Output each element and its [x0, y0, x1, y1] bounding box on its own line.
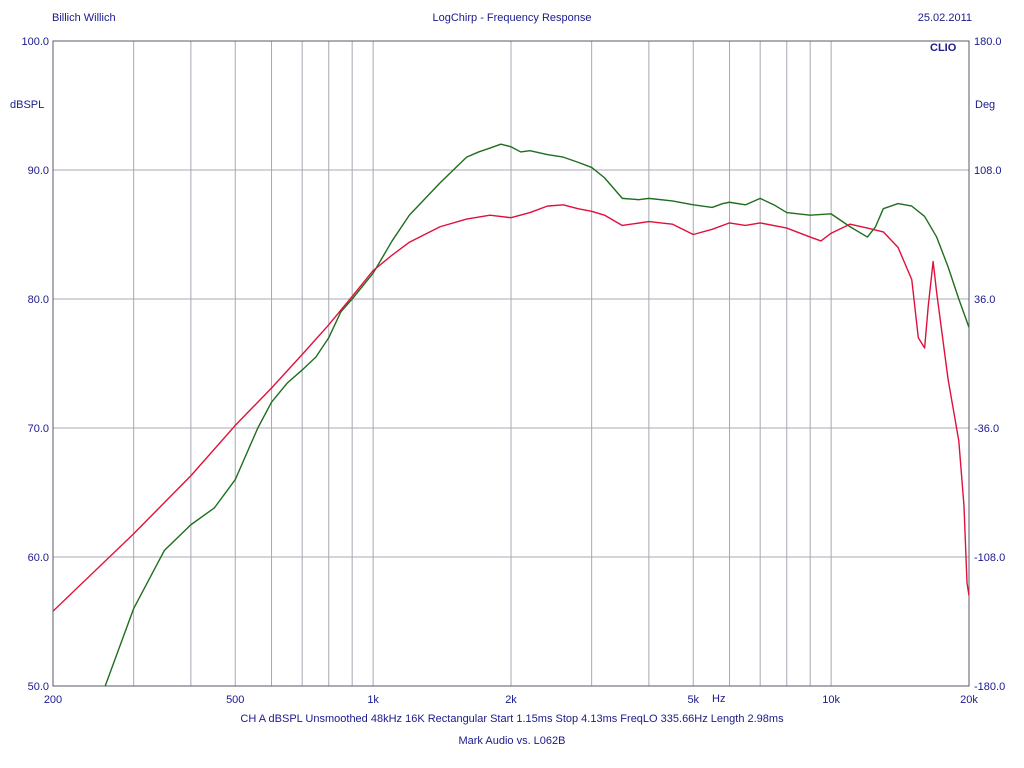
y2-tick-label: 108.0 — [974, 165, 1002, 177]
y-tick-label: 80.0 — [28, 294, 49, 306]
y-tick-label: 100.0 — [21, 36, 49, 48]
series-green-line — [104, 143, 969, 686]
x-tick-label: 20k — [960, 694, 978, 706]
x-tick-label: 5k — [687, 694, 699, 706]
y-tick-label: 70.0 — [28, 423, 49, 435]
x-tick-label: 2k — [505, 694, 517, 706]
clio-logo: CLIO — [930, 42, 957, 54]
x-tick-label: 1k — [367, 694, 379, 706]
y2-tick-label: 180.0 — [974, 36, 1002, 48]
plot-frame — [52, 40, 970, 687]
y2-tick-label: -36.0 — [974, 423, 999, 435]
y-tick-label: 90.0 — [28, 165, 49, 177]
series-red-line — [53, 204, 969, 612]
date-label: 25.02.2011 — [917, 12, 972, 24]
chart-subtitle: Mark Audio vs. L062B — [458, 735, 566, 747]
author-label: Billich Willich — [52, 12, 116, 24]
measurement-params: CH A dBSPL Unsmoothed 48kHz 16K Rectangu… — [240, 713, 784, 725]
y-tick-label: 60.0 — [28, 552, 49, 564]
x-tick-label: 10k — [822, 694, 840, 706]
chart-title: LogChirp - Frequency Response — [432, 12, 592, 24]
y2-tick-label: -108.0 — [974, 552, 1005, 564]
x-tick-label: 500 — [226, 694, 244, 706]
y2-tick-label: 36.0 — [974, 294, 995, 306]
x-axis-label: Hz — [712, 693, 726, 705]
x-tick-label: 200 — [44, 694, 62, 706]
y2-tick-label: -180.0 — [974, 681, 1005, 693]
y-axis-label: dBSPL — [10, 99, 45, 111]
y-tick-label: 50.0 — [28, 681, 49, 693]
y2-axis-label: Deg — [975, 99, 996, 111]
